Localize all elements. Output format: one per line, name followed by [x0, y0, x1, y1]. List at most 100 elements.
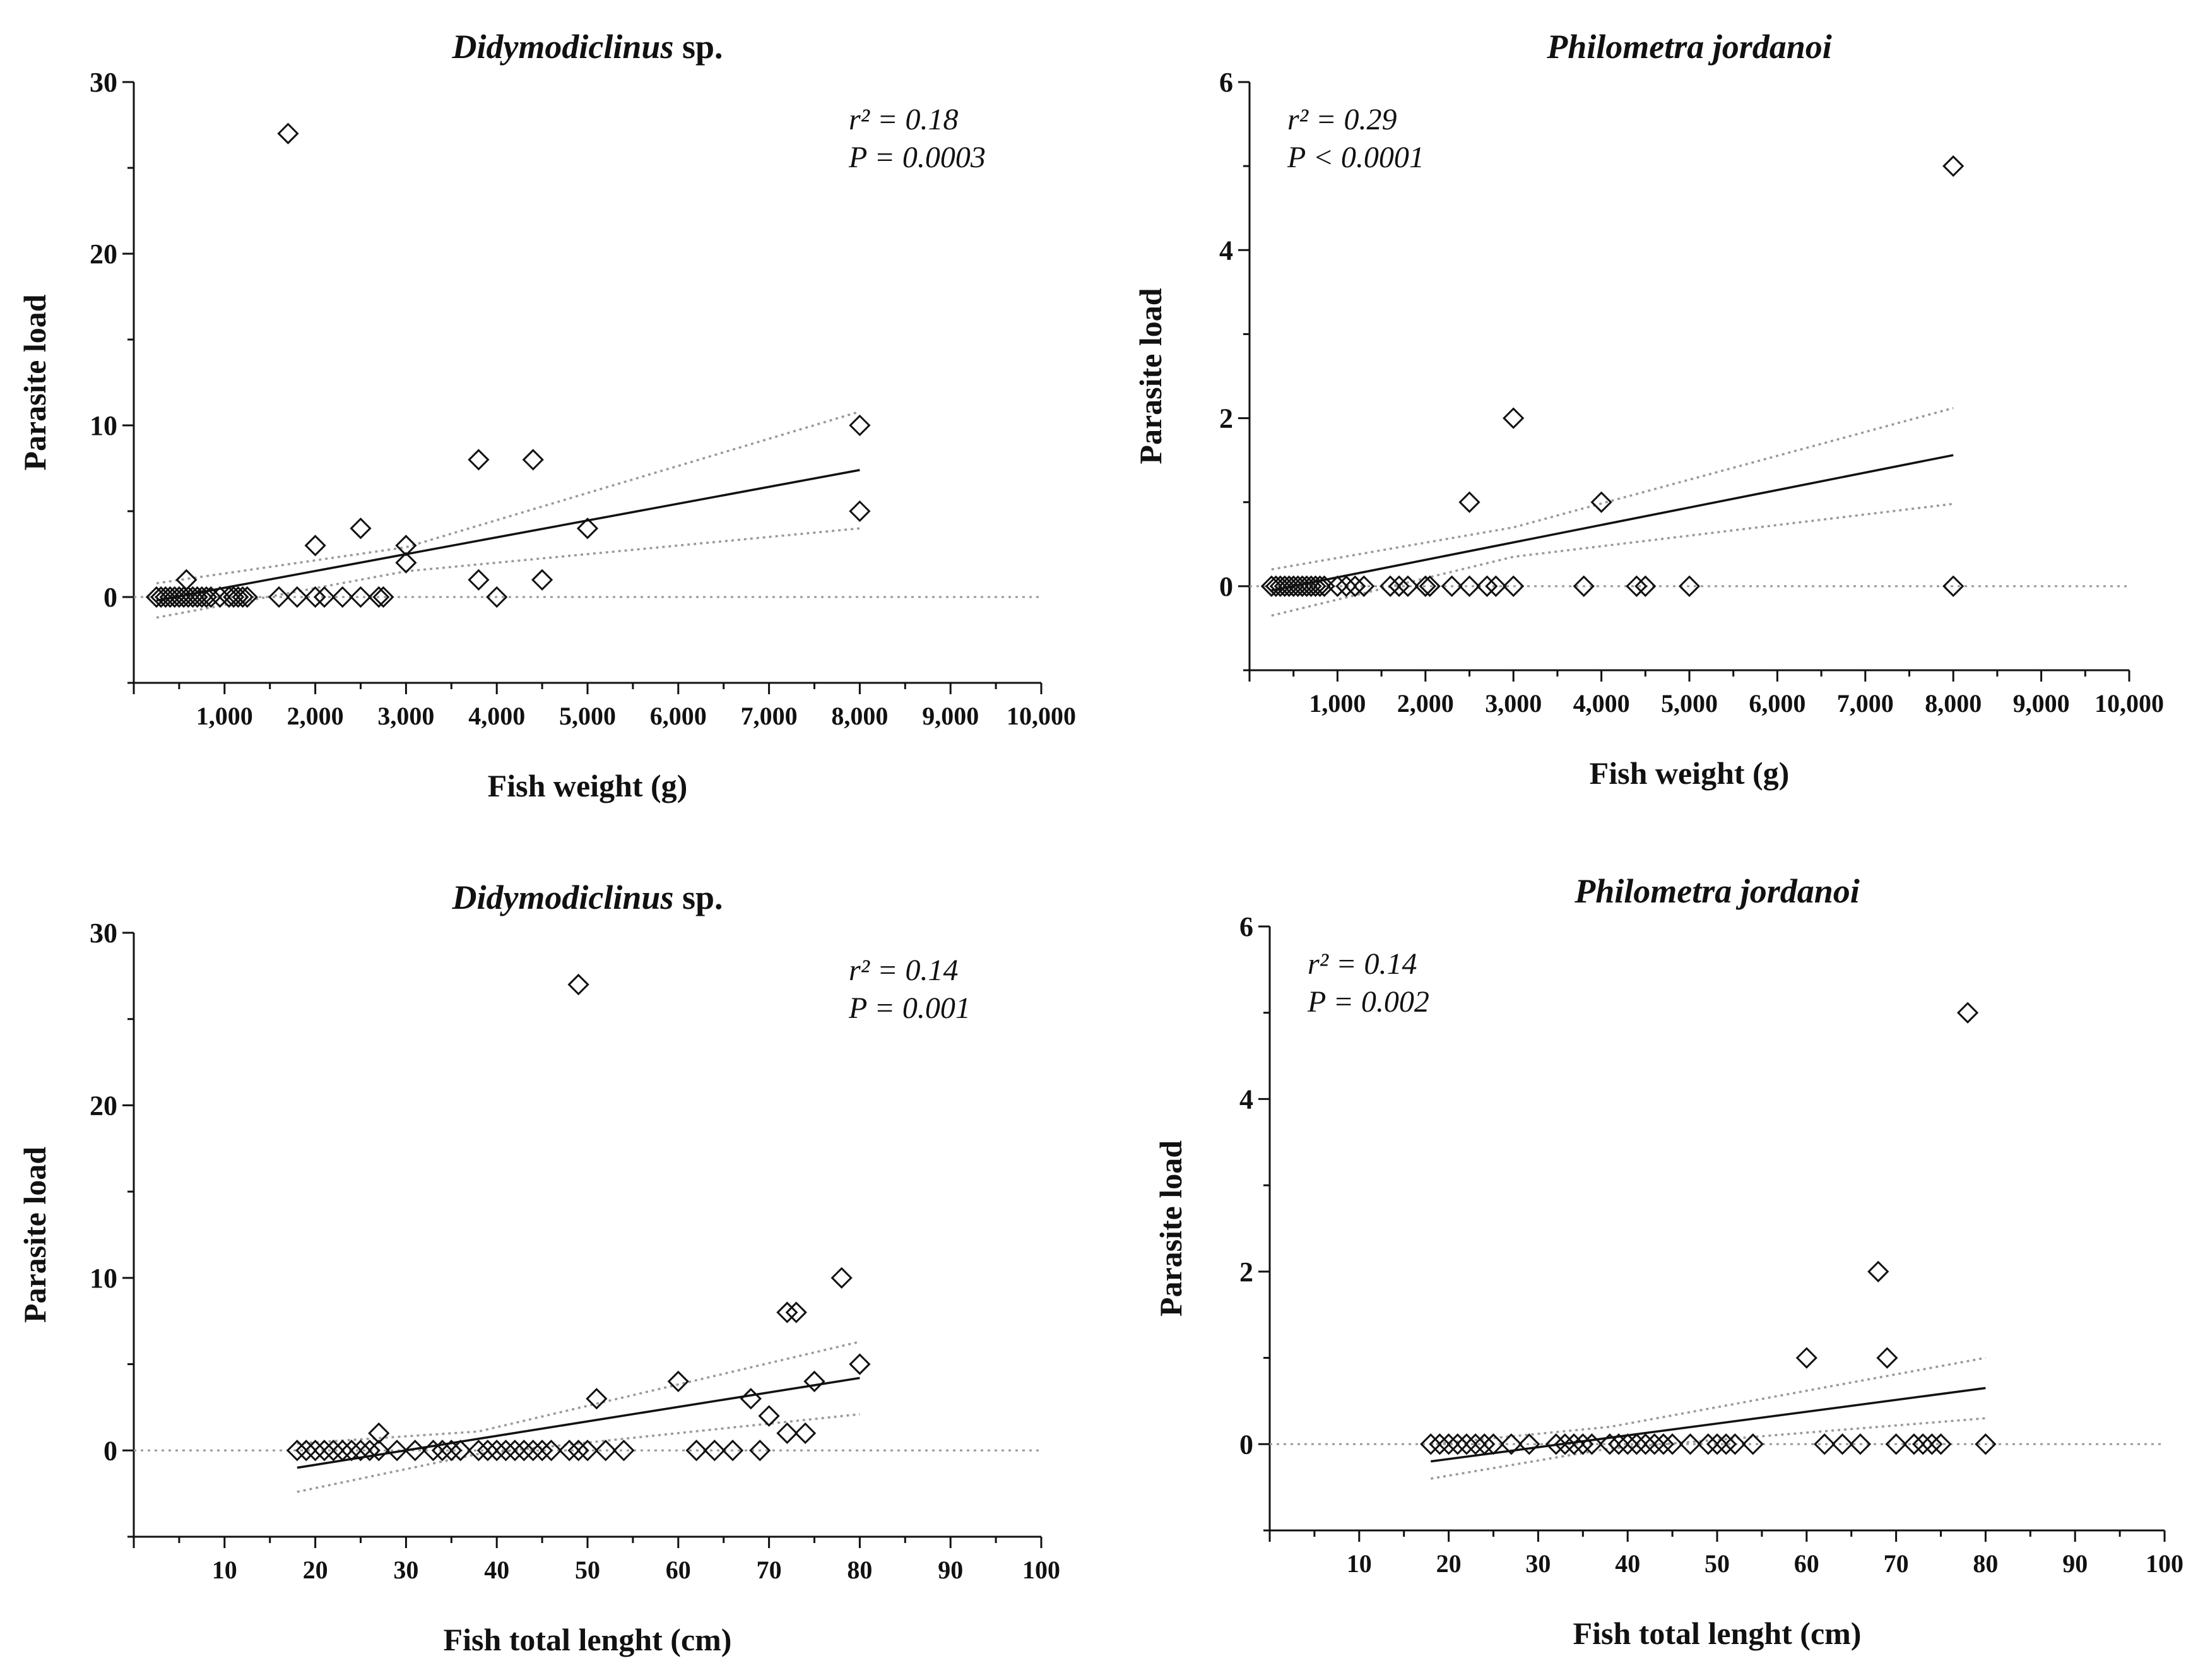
- x-tick-label: 8,000: [831, 702, 888, 730]
- data-point: [1446, 1433, 1468, 1455]
- x-tick-label: 2,000: [1397, 689, 1454, 718]
- data-point: [1849, 1433, 1872, 1455]
- x-tick-label: 8,000: [1925, 689, 1982, 718]
- data-point: [522, 1440, 544, 1462]
- data-point: [495, 1440, 517, 1462]
- data-point: [830, 1267, 853, 1289]
- data-point: [1921, 1433, 1943, 1455]
- data-point: [1942, 155, 1965, 177]
- data-point: [1474, 1433, 1496, 1455]
- data-point: [667, 1370, 689, 1393]
- data-point: [1503, 575, 1525, 597]
- x-tick-label: 50: [1705, 1549, 1730, 1578]
- data-point: [331, 586, 353, 608]
- y-tick-label: 6: [1239, 911, 1253, 942]
- x-tick-label: 3,000: [377, 702, 434, 730]
- data-point: [1344, 575, 1366, 597]
- x-axis-label: Fish total lenght (cm): [1573, 1616, 1862, 1651]
- data-point: [232, 586, 254, 608]
- x-tick-label: 5,000: [559, 702, 616, 730]
- data-point: [1563, 1433, 1585, 1455]
- data-point: [758, 1405, 780, 1427]
- x-tick-label: 60: [1794, 1549, 1819, 1578]
- r-squared-annotation: r² = 0.14: [849, 954, 958, 987]
- title-species: Didymodiclinus: [451, 878, 673, 916]
- y-tick-label: 10: [90, 410, 117, 441]
- data-point: [1930, 1433, 1952, 1455]
- panel-p3: Didymodiclinus sp. 0 10 20 30 10 20 30 40 50 60 70 8…: [17, 878, 1060, 1657]
- data-point: [1441, 575, 1463, 597]
- data-point: [286, 586, 308, 608]
- data-point: [227, 586, 249, 608]
- data-point: [1590, 491, 1612, 513]
- data-point: [468, 449, 490, 471]
- x-tick-label: 80: [847, 1556, 872, 1584]
- data-point: [558, 1440, 581, 1462]
- data-point: [191, 586, 213, 608]
- x-tick-label: 70: [757, 1556, 782, 1584]
- data-point: [440, 1440, 463, 1462]
- data-point: [1455, 1433, 1478, 1455]
- ci-upper-line: [156, 410, 860, 584]
- data-point: [449, 1440, 471, 1462]
- x-tick-label: 6,000: [1749, 689, 1805, 718]
- data-point: [1607, 1433, 1630, 1455]
- y-tick-label: 2: [1239, 1257, 1253, 1287]
- data-point: [513, 1440, 535, 1462]
- data-point: [1503, 407, 1525, 429]
- x-tick-label: 100: [2146, 1549, 2183, 1578]
- y-tick-label: 30: [90, 67, 117, 98]
- title-suffix: sp.: [673, 878, 723, 916]
- data-point: [586, 1388, 608, 1410]
- data-point: [486, 1440, 508, 1462]
- data-point: [368, 586, 390, 608]
- data-point: [1626, 1433, 1648, 1455]
- y-tick-label: 0: [1219, 571, 1233, 602]
- data-point: [721, 1440, 744, 1462]
- y-tick-label: 30: [90, 918, 117, 949]
- x-tick-label: 10,000: [2095, 689, 2164, 718]
- data-point: [1327, 575, 1349, 597]
- data-point: [1545, 1433, 1567, 1455]
- y-tick-label: 6: [1219, 67, 1233, 98]
- ci-upper-line: [1431, 1356, 1986, 1446]
- x-tick-label: 4,000: [468, 702, 525, 730]
- ci-lower-line: [156, 527, 860, 619]
- data-point: [372, 586, 394, 608]
- data-point: [295, 1440, 317, 1462]
- regression-line: [1271, 454, 1954, 592]
- x-tick-label: 30: [1525, 1549, 1551, 1578]
- ci-lower-line: [297, 1413, 860, 1493]
- data-point: [350, 1440, 372, 1462]
- data-point: [468, 1440, 490, 1462]
- data-point: [304, 1440, 326, 1462]
- data-point: [576, 1440, 599, 1462]
- panel-p1: Didymodiclinus sp. 0 10 20 30 1,000 2,000 3,000…: [17, 28, 1076, 803]
- data-point: [350, 586, 372, 608]
- data-point: [1572, 1433, 1594, 1455]
- data-point: [1876, 1347, 1898, 1369]
- y-axis-label: Parasite load: [1133, 288, 1168, 464]
- x-tick-label: 40: [484, 1556, 509, 1584]
- data-point: [368, 1422, 390, 1445]
- data-point: [1573, 575, 1595, 597]
- data-point: [849, 414, 871, 437]
- data-point: [1420, 1433, 1442, 1455]
- x-tick-label: 2,000: [287, 702, 344, 730]
- data-point: [395, 552, 417, 574]
- data-point: [486, 586, 508, 608]
- panel-p4: Philometra jordanoi 0 2 4 6 10 20 30 40 50 60 70 80 9…: [1153, 872, 2183, 1651]
- data-point: [1304, 575, 1327, 597]
- data-point: [1742, 1433, 1764, 1455]
- data-point: [386, 1440, 408, 1462]
- data-point: [322, 1440, 345, 1462]
- data-point: [1476, 575, 1498, 597]
- data-point: [1724, 1433, 1746, 1455]
- y-tick-label: 10: [90, 1263, 117, 1294]
- ci-upper-line: [1271, 406, 1954, 571]
- chart-title: Didymodiclinus sp.: [451, 28, 723, 66]
- p-value-annotation: P = 0.002: [1307, 985, 1429, 1019]
- data-point: [1626, 575, 1648, 597]
- data-point: [1661, 1433, 1684, 1455]
